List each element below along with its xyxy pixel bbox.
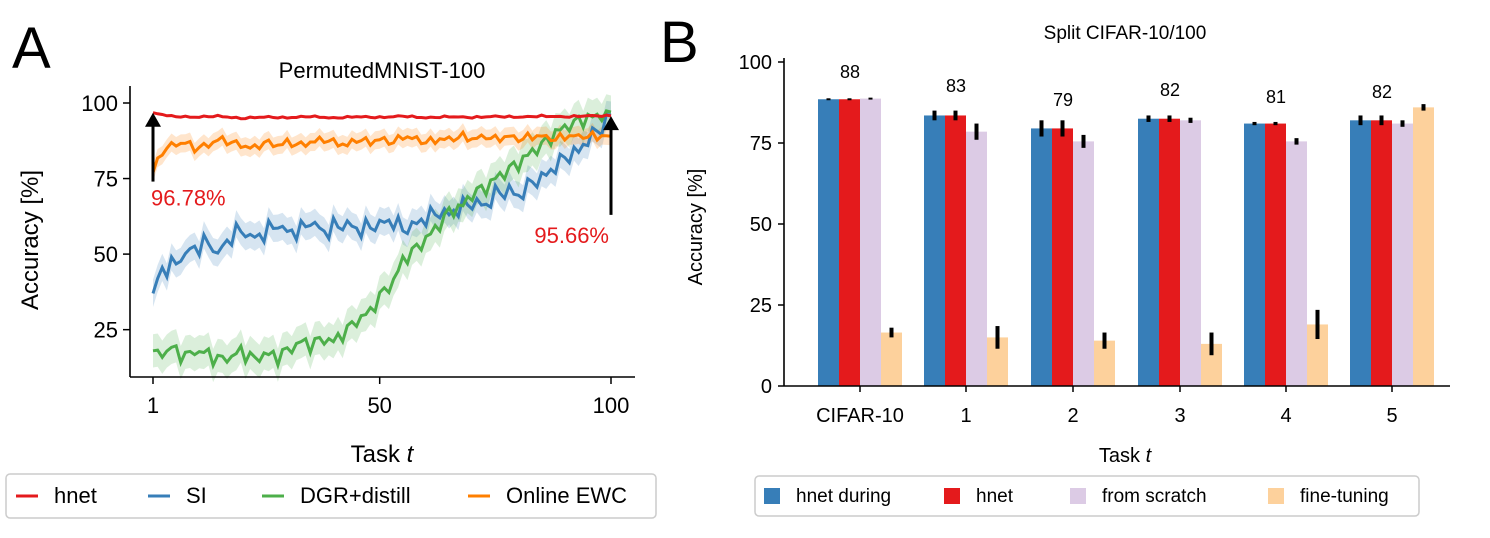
x-tick-label: 2 [1067,405,1078,427]
group-value-label: 82 [1160,80,1180,100]
bar [1307,324,1328,386]
chart-a-series-lines [151,109,612,371]
series-line-online-ewc [151,129,612,173]
bar [1265,123,1286,386]
y-tick-label: 75 [750,133,772,155]
chart-b-axes: 0 25 50 75 100 CIFAR-10 1 2 3 4 5 [739,52,1450,427]
chart-b-group-labels: 88 83 79 82 81 82 [840,62,1392,110]
annotation-arrowhead [603,116,619,131]
bar [860,98,881,386]
bar [1180,120,1201,386]
x-tick-label: 5 [1386,405,1397,427]
bar [1094,340,1115,386]
group-value-label: 83 [946,76,966,96]
bar [945,115,966,387]
y-tick-label: 50 [750,214,772,236]
error-band-dgr-distill [153,94,611,383]
y-tick-label: 100 [81,91,118,116]
legend-label: hnet [976,486,1014,507]
legend-label: hnet [54,483,97,508]
legend-swatch [1070,488,1086,504]
bar [1031,128,1052,387]
series-line-si [151,112,612,294]
chart-b-legend: hnet during hnet from scratch fine-tuning [754,475,1420,517]
bar [966,131,987,386]
chart-a-title: PermutedMNIST-100 [279,58,486,83]
annotation-label: 96.78% [151,186,226,211]
x-tick-label: CIFAR-10 [816,405,904,427]
panel-b-bar-chart: Split CIFAR-10/100 0 25 50 75 100 CIFAR-10 1 2 3… [685,23,1450,517]
y-tick-label: 75 [94,167,118,192]
bar [1159,118,1180,386]
panel-b-letter: B [660,10,699,75]
bar [839,99,860,386]
legend-swatch [944,488,960,504]
chart-a-axes: 25 50 75 100 1 50 100 [81,86,635,418]
x-tick-label: 50 [367,393,391,418]
bar [924,115,945,387]
chart-b-ylabel: Accuracy [%] [685,169,707,286]
bar [1052,128,1073,387]
bar [1286,141,1307,386]
group-value-label: 88 [840,62,860,82]
legend-frame [754,475,1420,517]
bar [987,337,1008,386]
legend-label: fine-tuning [1300,486,1389,507]
x-tick-label: 1 [147,393,159,418]
legend-label: from scratch [1102,486,1207,507]
y-tick-label: 0 [761,376,772,398]
bar [881,332,902,386]
bar [1371,120,1392,386]
chart-b-bars [818,97,1434,387]
legend-frame [5,473,657,519]
panel-a-letter: A [12,16,51,81]
legend-label: SI [186,483,207,508]
legend-swatch [764,488,780,504]
bar [1073,141,1094,386]
chart-b-xlabel: Task t [1099,445,1153,467]
series-line-dgr-distill [152,109,612,371]
y-tick-label: 50 [94,242,118,267]
legend-label: Online EWC [506,483,627,508]
chart-b-title: Split CIFAR-10/100 [1044,23,1207,44]
chart-a-annotations: 96.78% 95.66% [145,112,619,248]
chart-a-legend: hnet SI DGR+distill Online EWC [5,473,657,519]
panel-a-line-chart: PermutedMNIST-100 96.78% 95.66% 25 50 75 100… [5,58,657,519]
bar [1201,343,1222,386]
group-value-label: 81 [1266,87,1286,107]
bar [1244,123,1265,386]
group-value-label: 79 [1053,90,1073,110]
x-tick-label: 100 [593,393,630,418]
x-tick-label: 1 [960,405,971,427]
annotation-label: 95.66% [534,223,609,248]
x-tick-label: 4 [1280,405,1291,427]
bar [1138,118,1159,386]
bar [1392,123,1413,386]
y-tick-label: 25 [750,295,772,317]
series-line-hnet [152,111,612,121]
error-band-si [153,100,611,308]
legend-label: hnet during [796,486,891,507]
annotation-arrowhead [145,112,161,127]
y-tick-label: 25 [94,318,118,343]
legend-label: DGR+distill [300,483,411,508]
x-tick-label: 3 [1174,405,1185,427]
legend-swatch [1268,488,1284,504]
y-tick-label: 100 [739,52,772,74]
chart-a-xlabel: Task t [351,441,415,468]
chart-a-ylabel: Accuracy [%] [17,170,44,310]
bar [818,99,839,386]
bar [1413,107,1434,387]
bar [1350,120,1371,386]
group-value-label: 82 [1372,82,1392,102]
